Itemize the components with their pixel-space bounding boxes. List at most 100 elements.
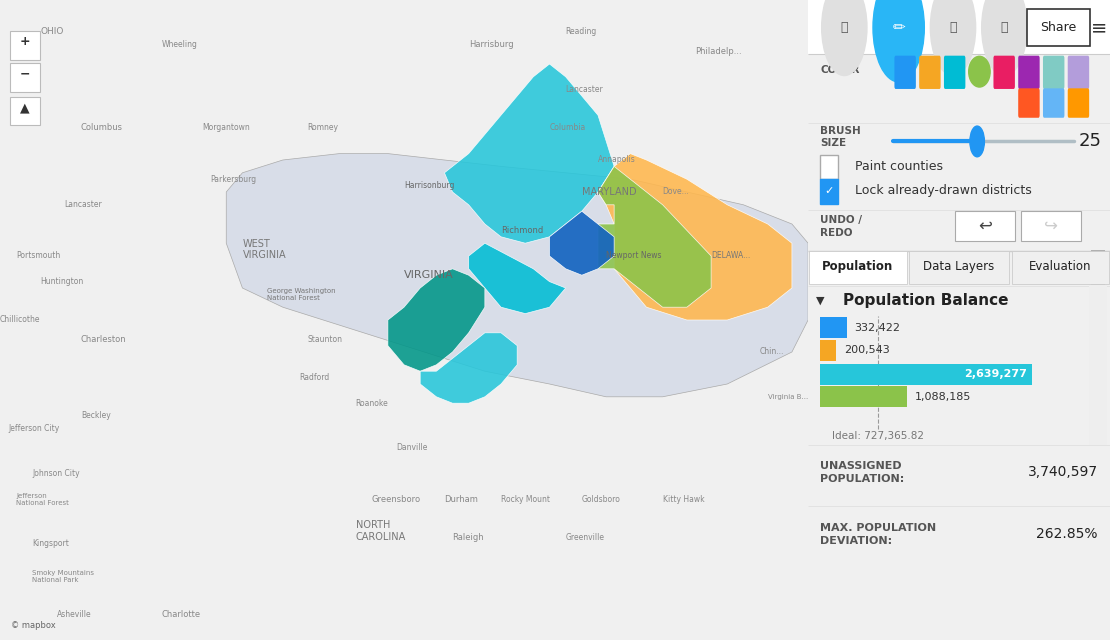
Text: Share: Share (1040, 21, 1077, 34)
Text: 25: 25 (1079, 132, 1102, 150)
Text: −: − (20, 67, 30, 80)
FancyBboxPatch shape (1018, 88, 1040, 118)
FancyBboxPatch shape (1021, 211, 1081, 241)
Text: 1,088,185: 1,088,185 (915, 392, 971, 402)
FancyBboxPatch shape (955, 211, 1015, 241)
Text: Annapolis: Annapolis (598, 156, 636, 164)
Text: Greensboro: Greensboro (372, 495, 421, 504)
Text: Asheville: Asheville (57, 610, 91, 619)
Text: ✋: ✋ (840, 21, 848, 34)
Text: Morgantown: Morgantown (202, 124, 250, 132)
Polygon shape (444, 64, 614, 243)
Text: Dove...: Dove... (663, 188, 689, 196)
Text: UNASSIGNED
POPULATION:: UNASSIGNED POPULATION: (820, 461, 905, 484)
Text: Chin...: Chin... (759, 348, 784, 356)
Text: Population Balance: Population Balance (842, 293, 1008, 308)
Text: Charleston: Charleston (81, 335, 127, 344)
Text: Goldsboro: Goldsboro (582, 495, 620, 504)
Text: UNDO /
REDO: UNDO / REDO (820, 215, 862, 237)
Text: Greenville: Greenville (566, 533, 605, 542)
FancyBboxPatch shape (1068, 56, 1089, 89)
Text: VIRGINIA: VIRGINIA (404, 270, 454, 280)
Text: ↩: ↩ (978, 217, 991, 235)
FancyBboxPatch shape (819, 155, 838, 179)
FancyBboxPatch shape (1043, 88, 1064, 118)
FancyBboxPatch shape (10, 97, 40, 125)
Text: Staunton: Staunton (307, 335, 342, 344)
Polygon shape (468, 243, 566, 314)
Text: Reading: Reading (566, 28, 597, 36)
FancyBboxPatch shape (10, 31, 40, 60)
Text: Beckley: Beckley (81, 412, 111, 420)
Polygon shape (226, 154, 808, 397)
Text: ✏: ✏ (892, 20, 905, 35)
Text: Raleigh: Raleigh (453, 533, 484, 542)
Text: 🔍: 🔍 (1000, 21, 1008, 34)
Text: Parkersburg: Parkersburg (210, 175, 256, 184)
Text: Radford: Radford (299, 373, 330, 382)
FancyBboxPatch shape (1011, 251, 1109, 284)
Text: Data Layers: Data Layers (924, 260, 995, 273)
FancyBboxPatch shape (1043, 56, 1064, 89)
Text: MAX. POPULATION
DEVIATION:: MAX. POPULATION DEVIATION: (820, 523, 936, 546)
Text: 332,422: 332,422 (855, 323, 900, 333)
Text: WEST
VIRGINIA: WEST VIRGINIA (242, 239, 286, 260)
Circle shape (821, 0, 867, 76)
Text: Roanoke: Roanoke (355, 399, 388, 408)
FancyBboxPatch shape (1091, 250, 1104, 285)
Text: BRUSH
SIZE: BRUSH SIZE (820, 125, 861, 148)
Text: ⬜: ⬜ (949, 21, 957, 34)
FancyBboxPatch shape (808, 0, 1110, 54)
Text: Paint counties: Paint counties (855, 160, 942, 173)
Polygon shape (549, 211, 614, 275)
Text: ▼: ▼ (816, 296, 825, 306)
Text: 200,543: 200,543 (844, 345, 889, 355)
FancyBboxPatch shape (1068, 88, 1089, 118)
Text: +: + (20, 35, 30, 48)
FancyBboxPatch shape (820, 386, 907, 408)
Text: ✓: ✓ (825, 186, 834, 196)
Text: Smoky Mountains
National Park: Smoky Mountains National Park (32, 570, 94, 582)
Text: Richmond: Richmond (501, 226, 543, 235)
Text: Kitty Hawk: Kitty Hawk (663, 495, 704, 504)
Text: Newport News: Newport News (606, 252, 662, 260)
Text: Chillicothe: Chillicothe (0, 316, 40, 324)
Text: Rocky Mount: Rocky Mount (501, 495, 551, 504)
Text: Columbus: Columbus (81, 124, 123, 132)
Polygon shape (387, 269, 485, 371)
Text: MARYLAND: MARYLAND (582, 187, 636, 197)
Text: Population: Population (823, 260, 894, 273)
Circle shape (930, 0, 976, 76)
Text: Evaluation: Evaluation (1029, 260, 1091, 273)
FancyBboxPatch shape (819, 179, 838, 204)
Text: 3,740,597: 3,740,597 (1028, 465, 1098, 479)
Text: DELAWA...: DELAWA... (712, 252, 750, 260)
FancyBboxPatch shape (1027, 9, 1090, 46)
Text: Huntington: Huntington (40, 277, 83, 286)
FancyBboxPatch shape (944, 56, 966, 89)
FancyBboxPatch shape (919, 56, 940, 89)
Text: Ideal: 727,365.82: Ideal: 727,365.82 (832, 431, 925, 442)
Ellipse shape (969, 56, 990, 87)
Text: Lock already-drawn districts: Lock already-drawn districts (855, 184, 1031, 197)
Text: Lancaster: Lancaster (64, 200, 102, 209)
Text: Durham: Durham (444, 495, 478, 504)
Text: Jefferson
National Forest: Jefferson National Forest (17, 493, 69, 506)
Polygon shape (421, 333, 517, 403)
FancyBboxPatch shape (809, 251, 907, 284)
Text: Kingsport: Kingsport (32, 540, 69, 548)
Text: COLOR: COLOR (820, 65, 859, 76)
Text: ≡: ≡ (1091, 18, 1108, 37)
Text: Jefferson City: Jefferson City (8, 424, 59, 433)
Text: Harrisonburg: Harrisonburg (404, 181, 454, 190)
Circle shape (872, 0, 925, 82)
Text: OHIO: OHIO (40, 28, 63, 36)
Text: Wheeling: Wheeling (162, 40, 198, 49)
Circle shape (981, 0, 1027, 76)
Text: ↪: ↪ (1045, 217, 1058, 235)
Text: © mapbox: © mapbox (10, 621, 56, 630)
Text: Columbia: Columbia (549, 124, 586, 132)
Circle shape (970, 126, 985, 157)
Text: 2,639,277: 2,639,277 (965, 369, 1027, 380)
FancyBboxPatch shape (895, 56, 916, 89)
